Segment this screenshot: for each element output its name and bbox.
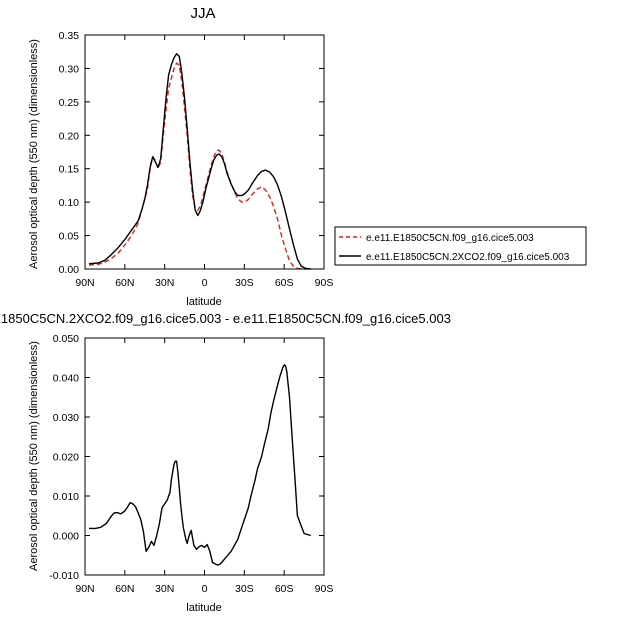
p1-x-tick-label: 60N [115,583,134,595]
top-x-tick-labels: 90N 60N 30N 0 30S 60S 90S [75,277,333,289]
p1-series-line-0 [89,364,311,566]
top-x-axis-label: latitude [186,296,221,308]
p1-y-tick-label: 0.000 [53,531,79,543]
legend-label-co2: e.e11.E1850C5CN.2XCO2.f09_g16.cice5.003 [366,252,570,263]
p0-y-tick-label: 0.10 [59,197,80,209]
bottom-plot-frame [84,337,325,576]
top-y-tick-labels: 0.00 0.05 0.10 0.15 0.20 0.25 0.30 0.35 [59,30,80,276]
p1-y-tick-label: -0.010 [49,570,79,582]
p0-series-line-0 [88,62,311,270]
p0-y-tick-label: 0.00 [59,264,80,276]
p0-y-tick-label: 0.20 [59,130,80,142]
p0-y-tick-label: 0.30 [59,63,80,75]
p0-series-line-1 [88,53,311,270]
legend: e.e11.E1850C5CN.f09_g16.cice5.003 e.e11.… [334,226,587,266]
bottom-x-axis-label: latitude [186,602,221,614]
bottom-x-tick-labels: 90N 60N 30N 0 30S 60S 90S [75,583,333,595]
p0-x-tick-label: 90N [75,277,94,289]
bottom-tick-marks [84,337,325,576]
top-tick-marks [84,34,325,270]
p1-x-tick-label: 30S [235,583,254,595]
p1-x-tick-label: 30N [155,583,174,595]
p0-x-tick-label: 30S [235,277,254,289]
top-panel: JJA Aerosol optical depth (550 nm) (dime… [28,5,333,308]
top-series-lines [88,53,311,270]
bottom-y-axis-label: Aerosol optical depth (550 nm) (dimensio… [28,341,40,571]
p0-x-tick-label: 30N [155,277,174,289]
top-title: JJA [190,5,215,22]
bottom-y-tick-labels: -0.010 0.000 0.010 0.020 0.030 0.040 0.050 [49,333,79,582]
p1-x-tick-label: 90N [75,583,94,595]
p1-y-tick-label: 0.020 [53,452,79,464]
bottom-title: e.e11.E1850C5CN.2XCO2.f09_g16.cice5.003 … [0,311,451,326]
p0-y-tick-label: 0.05 [59,231,80,243]
p0-x-tick-label: 0 [202,277,208,289]
p0-x-tick-label: 60N [115,277,134,289]
legend-box [334,226,587,266]
p0-y-tick-label: 0.25 [59,97,80,109]
bottom-series-lines [89,364,311,566]
p1-x-tick-label: 60S [275,583,294,595]
p0-x-tick-label: 90S [315,277,334,289]
p1-x-tick-label: 0 [202,583,208,595]
p0-x-tick-label: 60S [275,277,294,289]
p1-y-tick-label: 0.040 [53,373,79,385]
p1-y-tick-label: 0.050 [53,333,79,345]
p0-y-tick-label: 0.15 [59,164,80,176]
p0-y-tick-label: 0.35 [59,30,80,42]
p1-y-tick-label: 0.030 [53,412,79,424]
legend-label-ctrl: e.e11.E1850C5CN.f09_g16.cice5.003 [366,233,534,244]
p1-y-tick-label: 0.010 [53,491,79,503]
top-plot-frame [84,34,325,270]
p1-x-tick-label: 90S [315,583,334,595]
top-y-axis-label: Aerosol optical depth (550 nm) (dimensio… [28,39,40,269]
bottom-panel: e.e11.E1850C5CN.2XCO2.f09_g16.cice5.003 … [0,311,451,614]
